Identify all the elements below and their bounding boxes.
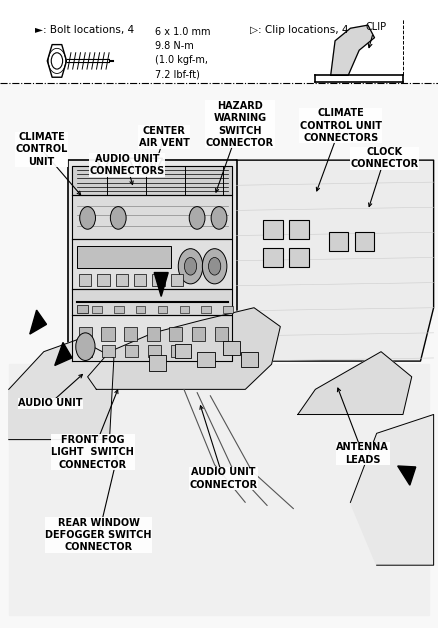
Text: CLIMATE
CONTROL
UNIT: CLIMATE CONTROL UNIT [15, 132, 68, 167]
Bar [223, 306, 233, 313]
Bar [125, 345, 138, 357]
Polygon shape [298, 352, 412, 414]
Bar [171, 345, 184, 357]
Bar [116, 274, 128, 286]
Bar [289, 220, 309, 239]
Circle shape [80, 207, 95, 229]
Bar [147, 327, 160, 341]
Circle shape [202, 249, 227, 284]
Text: ▷: Clip locations, 4: ▷: Clip locations, 4 [250, 25, 348, 35]
Bar [192, 327, 205, 341]
Text: AUDIO UNIT: AUDIO UNIT [18, 398, 83, 408]
Bar [241, 352, 258, 367]
Circle shape [110, 207, 126, 229]
Polygon shape [350, 414, 434, 565]
Bar [197, 352, 215, 367]
Text: CLOCK
CONNECTOR: CLOCK CONNECTOR [350, 147, 419, 170]
Bar [175, 344, 191, 358]
Bar [171, 274, 183, 286]
Polygon shape [72, 315, 232, 361]
Text: ANTENNA
LEADS: ANTENNA LEADS [336, 442, 389, 465]
Polygon shape [72, 195, 232, 239]
Text: ►: Bolt locations, 4: ►: Bolt locations, 4 [35, 25, 134, 35]
Polygon shape [331, 25, 374, 75]
Polygon shape [154, 273, 168, 296]
Bar [79, 345, 92, 357]
Bar [328, 232, 348, 251]
Polygon shape [72, 166, 232, 195]
Circle shape [208, 257, 221, 275]
Bar [77, 305, 88, 313]
Bar [289, 248, 309, 267]
Bar [77, 246, 171, 268]
Polygon shape [9, 339, 114, 440]
Polygon shape [55, 342, 72, 365]
Text: REAR WINDOW
DEFOGGER SWITCH
CONNECTOR: REAR WINDOW DEFOGGER SWITCH CONNECTOR [45, 517, 152, 553]
Text: CLIMATE
CONTROL UNIT
CONNECTORS: CLIMATE CONTROL UNIT CONNECTORS [300, 108, 382, 143]
Bar [215, 327, 228, 341]
Circle shape [76, 333, 95, 360]
Circle shape [189, 207, 205, 229]
Bar [223, 341, 240, 355]
Bar [124, 327, 137, 341]
Polygon shape [72, 239, 232, 289]
Bar [102, 327, 115, 341]
Polygon shape [68, 160, 237, 361]
Bar [148, 345, 161, 357]
Circle shape [211, 207, 227, 229]
Polygon shape [88, 308, 280, 389]
Bar [92, 306, 102, 313]
Bar [263, 248, 283, 267]
Text: CLIP: CLIP [365, 22, 386, 32]
Bar [355, 232, 374, 251]
Text: AUDIO UNIT
CONNECTORS: AUDIO UNIT CONNECTORS [89, 154, 165, 176]
Bar [102, 345, 115, 357]
Bar [263, 220, 283, 239]
Polygon shape [72, 289, 232, 315]
Bar [149, 355, 166, 371]
Bar [180, 306, 189, 313]
Polygon shape [237, 160, 434, 361]
Bar [136, 306, 145, 313]
Circle shape [178, 249, 203, 284]
Bar [0, 83, 438, 628]
Bar [79, 327, 92, 341]
Text: AUDIO UNIT
CONNECTOR: AUDIO UNIT CONNECTOR [189, 467, 258, 490]
Circle shape [184, 257, 197, 275]
Text: HAZARD
WARNING
SWITCH
CONNECTOR: HAZARD WARNING SWITCH CONNECTOR [206, 100, 274, 148]
Text: 6 x 1.0 mm
9.8 N-m
(1.0 kgf-m,
7.2 lbf-ft): 6 x 1.0 mm 9.8 N-m (1.0 kgf-m, 7.2 lbf-f… [155, 27, 211, 79]
Bar [170, 327, 183, 341]
Bar [79, 274, 91, 286]
Bar [114, 306, 124, 313]
Polygon shape [96, 158, 110, 172]
Bar [134, 274, 146, 286]
Polygon shape [9, 364, 429, 615]
Polygon shape [148, 158, 162, 172]
Bar [158, 306, 167, 313]
Text: FRONT FOG
LIGHT  SWITCH
CONNECTOR: FRONT FOG LIGHT SWITCH CONNECTOR [51, 435, 134, 470]
Text: CENTER
AIR VENT: CENTER AIR VENT [139, 126, 190, 148]
Bar [97, 274, 110, 286]
Bar [201, 306, 211, 313]
Bar [152, 274, 165, 286]
Polygon shape [30, 310, 46, 334]
Polygon shape [111, 158, 125, 172]
Polygon shape [129, 158, 143, 172]
Polygon shape [398, 466, 416, 485]
